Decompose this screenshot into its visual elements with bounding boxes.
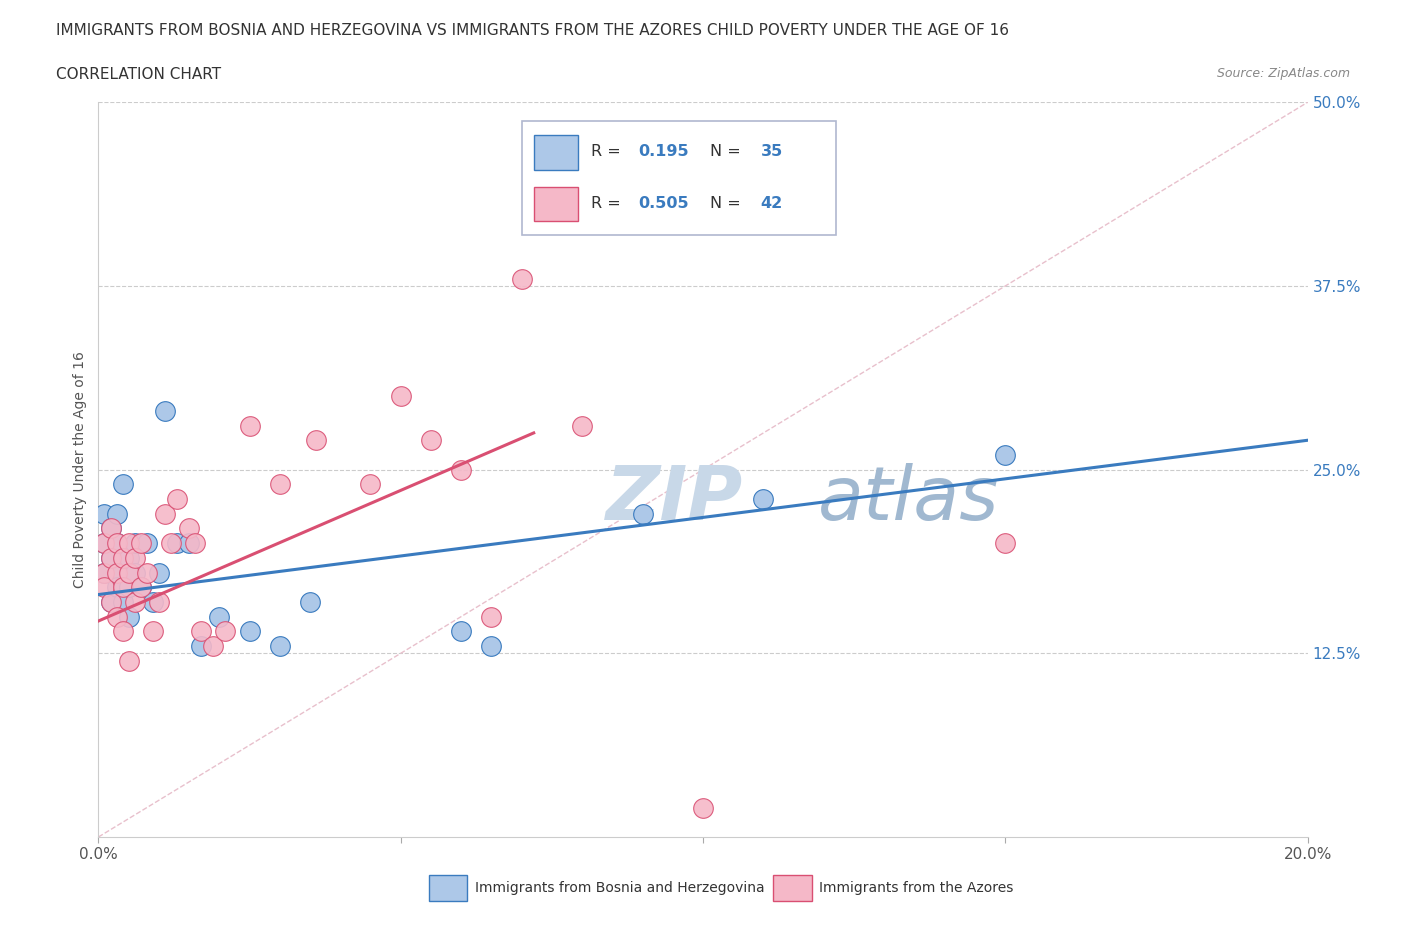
Point: [93, 506, 115, 521]
Point: [93, 536, 115, 551]
Point: [160, 536, 183, 551]
Point: [148, 594, 170, 609]
Point: [179, 521, 201, 536]
Point: [100, 594, 122, 609]
Point: [100, 551, 122, 565]
Bar: [773, 875, 813, 901]
Point: [105, 609, 128, 624]
Point: [481, 609, 503, 624]
Point: [994, 447, 1017, 462]
Point: [105, 506, 128, 521]
Point: [305, 432, 328, 447]
Point: [93, 579, 115, 594]
Point: [450, 462, 472, 477]
Point: [631, 506, 654, 521]
Point: [124, 551, 146, 565]
Bar: [429, 875, 468, 901]
Point: [148, 565, 170, 580]
Point: [269, 639, 291, 654]
Point: [214, 624, 236, 639]
Point: [118, 609, 141, 624]
Point: [450, 624, 472, 639]
Point: [111, 477, 134, 492]
Point: [111, 551, 134, 565]
Text: CORRELATION CHART: CORRELATION CHART: [56, 67, 221, 82]
Point: [692, 800, 714, 815]
Point: [93, 565, 115, 580]
Point: [129, 536, 152, 551]
Point: [142, 624, 165, 639]
Point: [135, 565, 157, 580]
Point: [111, 551, 134, 565]
Point: [118, 551, 141, 565]
Point: [142, 594, 165, 609]
Text: Immigrants from Bosnia and Herzegovina: Immigrants from Bosnia and Herzegovina: [475, 881, 763, 896]
Point: [135, 536, 157, 551]
Point: [118, 579, 141, 594]
Text: IMMIGRANTS FROM BOSNIA AND HERZEGOVINA VS IMMIGRANTS FROM THE AZORES CHILD POVER: IMMIGRANTS FROM BOSNIA AND HERZEGOVINA V…: [56, 23, 1010, 38]
Point: [105, 565, 128, 580]
Text: ZIP: ZIP: [606, 462, 744, 536]
Point: [202, 639, 225, 654]
Point: [190, 624, 212, 639]
Text: Source: ZipAtlas.com: Source: ZipAtlas.com: [1216, 67, 1350, 80]
Point: [389, 389, 412, 404]
Point: [994, 536, 1017, 551]
Point: [118, 653, 141, 668]
Point: [100, 551, 122, 565]
Point: [510, 272, 533, 286]
Point: [93, 565, 115, 580]
Point: [129, 579, 152, 594]
Point: [105, 536, 128, 551]
Point: [124, 565, 146, 580]
Point: [153, 506, 176, 521]
Point: [184, 536, 207, 551]
Point: [111, 624, 134, 639]
Y-axis label: Child Poverty Under the Age of 16: Child Poverty Under the Age of 16: [73, 352, 87, 588]
Point: [153, 404, 176, 418]
Point: [111, 594, 134, 609]
Point: [124, 536, 146, 551]
Point: [752, 492, 775, 507]
Point: [118, 536, 141, 551]
Point: [100, 594, 122, 609]
Point: [481, 639, 503, 654]
Point: [269, 477, 291, 492]
Text: atlas: atlas: [818, 463, 1000, 535]
Point: [571, 418, 593, 433]
Point: [239, 418, 262, 433]
Point: [100, 521, 122, 536]
Point: [166, 536, 188, 551]
Point: [118, 565, 141, 580]
Point: [420, 432, 443, 447]
Text: Immigrants from the Azores: Immigrants from the Azores: [820, 881, 1014, 896]
Point: [100, 521, 122, 536]
Point: [166, 492, 188, 507]
Point: [105, 536, 128, 551]
Point: [179, 536, 201, 551]
Point: [124, 594, 146, 609]
Point: [208, 609, 231, 624]
Point: [190, 639, 212, 654]
Point: [93, 536, 115, 551]
Point: [239, 624, 262, 639]
Point: [299, 594, 322, 609]
Point: [129, 579, 152, 594]
Point: [111, 579, 134, 594]
Point: [105, 565, 128, 580]
Point: [105, 579, 128, 594]
Point: [360, 477, 382, 492]
